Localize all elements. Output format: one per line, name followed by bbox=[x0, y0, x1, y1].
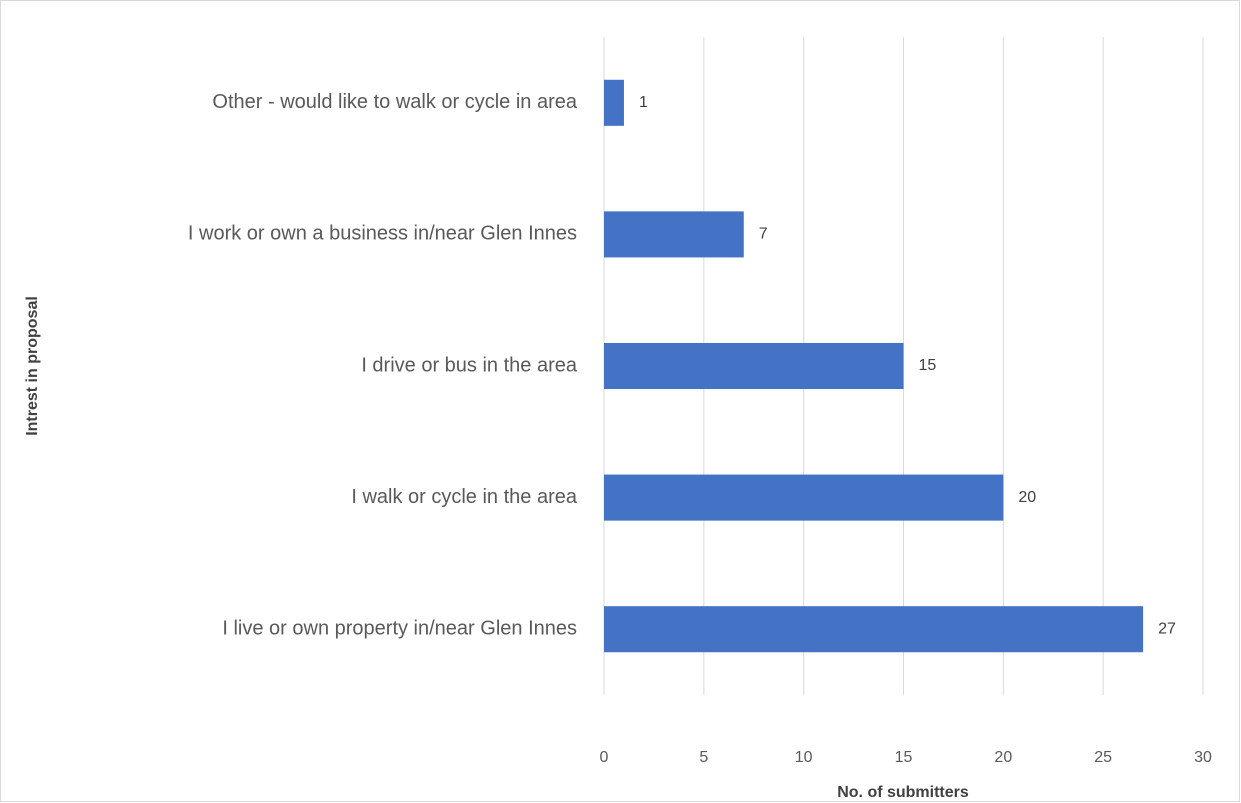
y-axis-title: Intrest in proposal bbox=[24, 296, 41, 436]
y-tick-label: I walk or cycle in the area bbox=[351, 486, 578, 508]
y-tick-label: I drive or bus in the area bbox=[361, 354, 578, 376]
x-tick-label: 25 bbox=[1094, 749, 1112, 766]
bar bbox=[604, 79, 624, 126]
data-label: 27 bbox=[1158, 620, 1176, 637]
bar bbox=[604, 211, 744, 258]
data-label: 15 bbox=[919, 357, 937, 374]
x-tick-label: 0 bbox=[600, 749, 609, 766]
data-label: 20 bbox=[1018, 489, 1036, 506]
bar bbox=[604, 342, 904, 390]
x-tick-label: 30 bbox=[1194, 749, 1212, 766]
y-tick-label: I live or own property in/near Glen Inne… bbox=[222, 617, 577, 639]
y-tick-label: I work or own a business in/near Glen In… bbox=[188, 223, 577, 245]
x-tick-label: 5 bbox=[699, 749, 708, 766]
x-tick-label: 10 bbox=[795, 749, 813, 766]
x-axis-title: No. of submitters bbox=[837, 784, 969, 801]
data-label: 7 bbox=[759, 226, 768, 243]
data-label: 1 bbox=[639, 94, 648, 111]
bar bbox=[604, 474, 1004, 521]
x-tick-label: 20 bbox=[994, 749, 1012, 766]
y-tick-label: Other - would like to walk or cycle in a… bbox=[212, 91, 577, 113]
bar bbox=[604, 606, 1144, 653]
x-tick-label: 15 bbox=[895, 749, 913, 766]
